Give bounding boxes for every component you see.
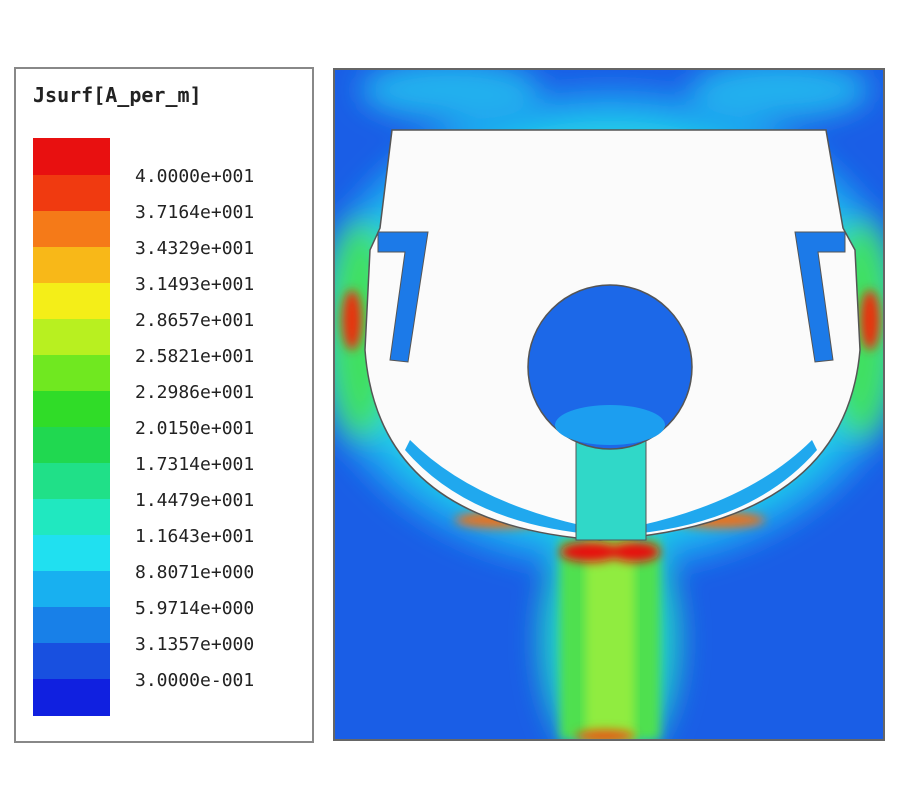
legend-title: Jsurf[A_per_m] [33,83,202,107]
legend-label: 3.4329e+001 [135,238,254,259]
color-band [33,499,110,535]
color-band [33,247,110,283]
color-band [33,571,110,607]
legend-label: 2.2986e+001 [135,382,254,403]
color-band [33,535,110,571]
legend-label: 2.0150e+001 [135,418,254,439]
legend-label: 1.7314e+001 [135,454,254,475]
legend-label: 2.8657e+001 [135,310,254,331]
field-plot [334,69,884,740]
colorbar [33,138,110,716]
legend-label: 2.5821e+001 [135,346,254,367]
legend-label: 3.0000e-001 [135,670,254,691]
color-band [33,391,110,427]
legend-labels: 4.0000e+001 3.7164e+001 3.4329e+001 3.1493e… [135,166,254,691]
disk-shade [555,405,665,445]
color-band [33,427,110,463]
legend-label: 3.1493e+001 [135,274,254,295]
slot-left [377,231,429,363]
legend-label: 4.0000e+001 [135,166,254,187]
color-band [33,211,110,247]
color-band [33,138,110,175]
color-band [33,607,110,643]
feed-current-core [585,540,635,740]
legend-label: 3.1357e+000 [135,634,254,655]
legend-label: 5.9714e+000 [135,598,254,619]
legend-label: 1.4479e+001 [135,490,254,511]
color-band [33,355,110,391]
color-band [33,643,110,679]
color-band [33,283,110,319]
legend-label: 8.8071e+000 [135,562,254,583]
color-band [33,463,110,499]
plot-frame [333,68,885,741]
legend-label: 1.1643e+001 [135,526,254,547]
color-band [33,175,110,211]
disk [527,284,693,450]
slot-right [794,231,846,363]
color-band [33,319,110,355]
legend-label: 3.7164e+001 [135,202,254,223]
color-band [33,679,110,716]
